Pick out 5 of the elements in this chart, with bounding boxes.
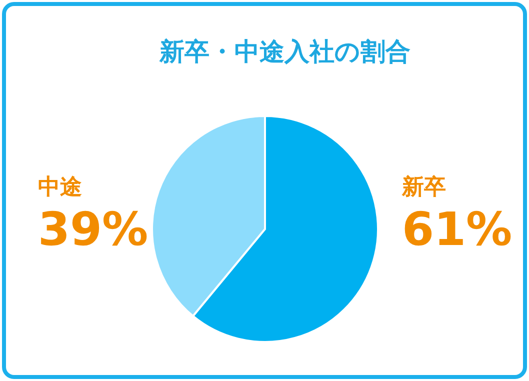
chart-title: 新卒・中途入社の割合 [158,37,410,66]
data-label: 61% [402,202,512,256]
slice-label: 新卒 [401,174,446,200]
data-label: 39% [38,202,148,256]
slice-label: 中途 [38,175,82,200]
